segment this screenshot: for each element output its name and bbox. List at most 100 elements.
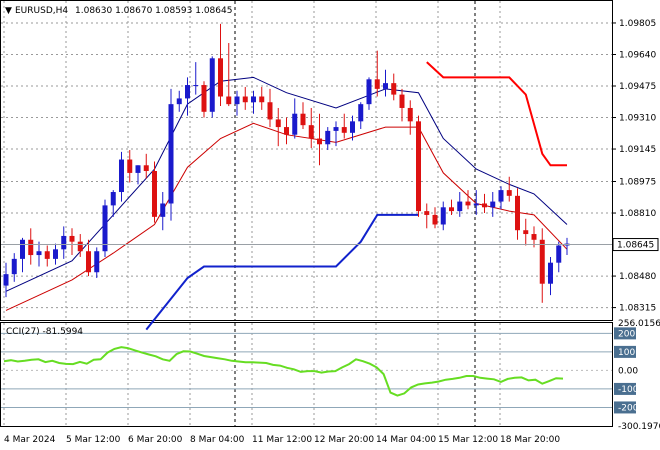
candle-body (490, 201, 496, 208)
cci-level-box (614, 382, 636, 395)
ohlc-label: 1.08630 1.08670 1.08593 1.08645 (75, 6, 232, 16)
indicator-line-1 (5, 76, 568, 292)
candle-body (333, 127, 339, 131)
candle-body (391, 83, 397, 95)
candle-body (498, 190, 504, 202)
cci-title: CCI(27) -81.5994 (6, 327, 83, 337)
candle-body (185, 85, 190, 99)
x-tick-label: 11 Mar 12:00 (252, 435, 312, 445)
candle-body (531, 234, 537, 240)
candle-body (416, 121, 421, 212)
cci-tick-label: -300.1976 (618, 422, 660, 432)
candle (201, 81, 207, 118)
candle-body (300, 113, 306, 126)
candle-body (267, 102, 273, 120)
candle (432, 207, 438, 229)
candle-body (539, 239, 545, 284)
candle (366, 77, 372, 110)
candle-body (292, 113, 298, 135)
candle-body (234, 96, 240, 105)
candle-body (28, 239, 34, 256)
candle-body (226, 96, 232, 105)
candle (358, 102, 364, 129)
price-panel (0, 0, 613, 321)
candle (242, 86, 248, 110)
candle-body (218, 58, 223, 97)
candle (94, 247, 100, 278)
candle-body (424, 211, 430, 215)
y-tick-label: 1.09805 (619, 19, 656, 29)
candle (110, 190, 116, 217)
candle (160, 192, 166, 231)
candle (407, 100, 413, 135)
candle (275, 107, 281, 147)
candle (3, 262, 9, 298)
menu-triangle-icon[interactable]: ▼ (5, 6, 12, 16)
candle (325, 127, 331, 150)
candle-body (36, 251, 42, 256)
candle (36, 241, 42, 267)
candle (465, 190, 471, 210)
candle (490, 192, 496, 217)
y-tick-label: 1.09145 (619, 145, 656, 155)
candle-body (242, 96, 248, 103)
candle-body (20, 239, 25, 259)
candle-body (457, 201, 463, 212)
candle (317, 113, 322, 166)
candle-body (61, 235, 67, 250)
candle (168, 88, 174, 221)
candle-body (449, 207, 454, 212)
current-price-label: 1.08645 (617, 241, 654, 251)
candle (226, 43, 232, 107)
candle-body (11, 258, 17, 275)
x-tick-label: 4 Mar 2024 (4, 435, 56, 445)
candle-body (506, 190, 512, 196)
candle (20, 237, 25, 273)
indicator-line-3 (145, 213, 419, 331)
candle (218, 23, 223, 107)
candle-body (515, 195, 520, 231)
candle-body (77, 241, 83, 252)
candle (523, 218, 529, 246)
candle (152, 161, 157, 223)
candle (391, 73, 397, 101)
candle-body (308, 125, 314, 139)
candle (548, 256, 553, 296)
candle-body (110, 192, 116, 206)
candle-body (341, 127, 347, 133)
cci-grid (1, 323, 612, 426)
y-tick-label: 1.08480 (619, 272, 656, 282)
x-tick-label: 8 Mar 04:00 (190, 435, 245, 445)
symbol-label: EURUSD,H4 (15, 6, 68, 16)
candle-body (399, 94, 405, 108)
candle-body (135, 165, 141, 173)
candle-body (69, 235, 75, 242)
candle-body (317, 138, 322, 145)
candle (284, 117, 289, 145)
y-tick-label: 1.08315 (619, 304, 656, 314)
cci-level-box (614, 327, 636, 340)
candle (61, 226, 67, 259)
candle (383, 69, 388, 97)
time-axis: 4 Mar 2024 5 Mar 12:00 6 Mar 20:00 8 Mar 04… (4, 435, 560, 445)
candle (69, 228, 75, 256)
candle (473, 190, 479, 215)
candle (193, 62, 199, 95)
candle (308, 107, 314, 149)
candle-body (176, 98, 182, 105)
candle-body (160, 203, 166, 217)
price-axis: 1.09805 1.09640 1.09475 1.09310 1.09145 1.089… (612, 19, 656, 314)
candle (44, 245, 50, 267)
cci-panel (0, 322, 613, 427)
candle (292, 98, 298, 139)
candle-body (53, 249, 58, 259)
candle (440, 201, 446, 231)
candle (28, 228, 34, 265)
candle-body (86, 251, 91, 273)
candle-body (350, 121, 355, 133)
candle (259, 86, 265, 110)
candle-body (119, 159, 124, 193)
